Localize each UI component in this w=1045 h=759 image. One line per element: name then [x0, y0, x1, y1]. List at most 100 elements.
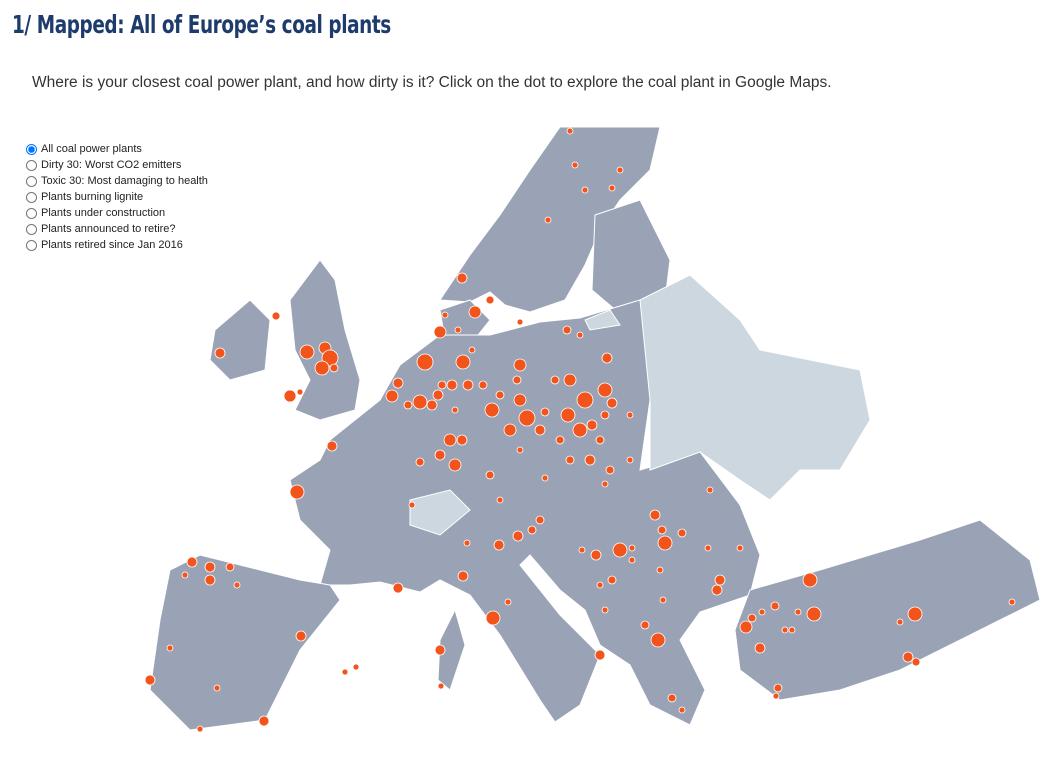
filter-option[interactable]: Plants announced to retire? — [26, 221, 208, 237]
plant-dot[interactable] — [535, 515, 545, 525]
plant-dot[interactable] — [601, 606, 609, 614]
plant-dot[interactable] — [214, 347, 226, 359]
plant-dot[interactable] — [628, 556, 636, 564]
plant-dot[interactable] — [770, 601, 780, 611]
plant-dot[interactable] — [596, 581, 604, 589]
filter-option[interactable]: Plants retired since Jan 2016 — [26, 237, 208, 253]
plant-dot[interactable] — [772, 692, 780, 700]
plant-dot[interactable] — [534, 424, 546, 436]
plant-dot[interactable] — [601, 480, 609, 488]
plant-dot[interactable] — [186, 556, 198, 568]
plant-dot[interactable] — [496, 496, 504, 504]
plant-dot[interactable] — [166, 644, 174, 652]
plant-dot[interactable] — [650, 632, 666, 648]
plant-dot[interactable] — [385, 389, 399, 403]
plant-dot[interactable] — [704, 544, 712, 552]
plant-dot[interactable] — [516, 446, 524, 454]
plant-dot[interactable] — [403, 400, 413, 410]
plant-dot[interactable] — [516, 318, 524, 326]
plant-dot[interactable] — [781, 626, 789, 634]
plant-dot[interactable] — [434, 644, 446, 656]
plant-dot[interactable] — [462, 379, 474, 391]
plant-dot[interactable] — [649, 509, 661, 521]
plant-dot[interactable] — [896, 618, 904, 626]
plant-dot[interactable] — [608, 184, 616, 192]
plant-dot[interactable] — [555, 435, 565, 445]
plant-dot[interactable] — [415, 457, 425, 467]
plant-dot[interactable] — [788, 626, 796, 634]
plant-dot[interactable] — [576, 331, 584, 339]
plant-dot[interactable] — [550, 375, 560, 385]
plant-dot[interactable] — [616, 166, 624, 174]
plant-dot[interactable] — [457, 570, 469, 582]
plant-dot[interactable] — [758, 608, 766, 616]
plant-dot[interactable] — [714, 574, 726, 586]
plant-dot[interactable] — [446, 379, 458, 391]
plant-dot[interactable] — [802, 572, 818, 588]
plant-dot[interactable] — [657, 525, 667, 535]
filter-option[interactable]: Dirty 30: Worst CO2 emitters — [26, 157, 208, 173]
plant-dot[interactable] — [794, 608, 802, 616]
plant-dot[interactable] — [181, 571, 189, 579]
plant-dot[interactable] — [392, 582, 404, 594]
plant-dot[interactable] — [271, 311, 281, 321]
plant-dot[interactable] — [455, 354, 471, 370]
plant-dot[interactable] — [595, 435, 605, 445]
plant-dot[interactable] — [512, 375, 522, 385]
plant-dot[interactable] — [456, 272, 468, 284]
plant-dot[interactable] — [416, 353, 434, 371]
plant-dot[interactable] — [544, 216, 552, 224]
plant-dot[interactable] — [606, 397, 618, 409]
plant-dot[interactable] — [503, 423, 517, 437]
plant-dot[interactable] — [739, 620, 753, 634]
plant-dot[interactable] — [204, 574, 216, 586]
plant-dot[interactable] — [527, 525, 537, 535]
plant-dot[interactable] — [586, 419, 598, 431]
plant-dot[interactable] — [412, 394, 428, 410]
plant-dot[interactable] — [299, 344, 315, 360]
plant-dot[interactable] — [213, 684, 221, 692]
plant-dot[interactable] — [392, 377, 404, 389]
plant-dot[interactable] — [258, 715, 270, 727]
plant-dot[interactable] — [296, 388, 304, 396]
plant-dot[interactable] — [566, 127, 574, 135]
plant-dot[interactable] — [484, 402, 500, 418]
plant-dot[interactable] — [628, 544, 636, 552]
plant-dot[interactable] — [584, 454, 596, 466]
plant-dot[interactable] — [454, 326, 462, 334]
plant-dot[interactable] — [706, 486, 714, 494]
plant-dot[interactable] — [433, 325, 447, 339]
plant-dot[interactable] — [590, 549, 602, 561]
plant-dot[interactable] — [541, 474, 549, 482]
filter-option[interactable]: Plants under construction — [26, 205, 208, 221]
plant-dot[interactable] — [485, 610, 501, 626]
plant-dot[interactable] — [773, 683, 783, 693]
plant-dot[interactable] — [314, 360, 330, 376]
plant-dot[interactable] — [907, 606, 923, 622]
plant-dot[interactable] — [677, 528, 687, 538]
plant-dot[interactable] — [495, 390, 505, 400]
plant-dot[interactable] — [572, 422, 588, 438]
filter-option[interactable]: Toxic 30: Most damaging to health — [26, 173, 208, 189]
plant-dot[interactable] — [597, 382, 613, 398]
plant-dot[interactable] — [504, 598, 512, 606]
filter-option[interactable]: Plants burning lignite — [26, 189, 208, 205]
plant-dot[interactable] — [578, 546, 586, 554]
plant-dot[interactable] — [352, 663, 360, 671]
plant-dot[interactable] — [225, 562, 235, 572]
plant-dot[interactable] — [911, 657, 921, 667]
plant-dot[interactable] — [600, 410, 610, 420]
plant-dot[interactable] — [518, 409, 536, 427]
plant-dot[interactable] — [571, 161, 579, 169]
plant-dot[interactable] — [594, 649, 606, 661]
plant-dot[interactable] — [513, 358, 527, 372]
plant-dot[interactable] — [736, 544, 744, 552]
plant-dot[interactable] — [441, 311, 449, 319]
radio[interactable] — [26, 191, 37, 203]
plant-dot[interactable] — [329, 363, 339, 373]
plant-dot[interactable] — [426, 399, 438, 411]
plant-dot[interactable] — [196, 725, 204, 733]
plant-dot[interactable] — [657, 535, 673, 551]
plant-dot[interactable] — [626, 456, 634, 464]
radio[interactable] — [26, 175, 37, 187]
